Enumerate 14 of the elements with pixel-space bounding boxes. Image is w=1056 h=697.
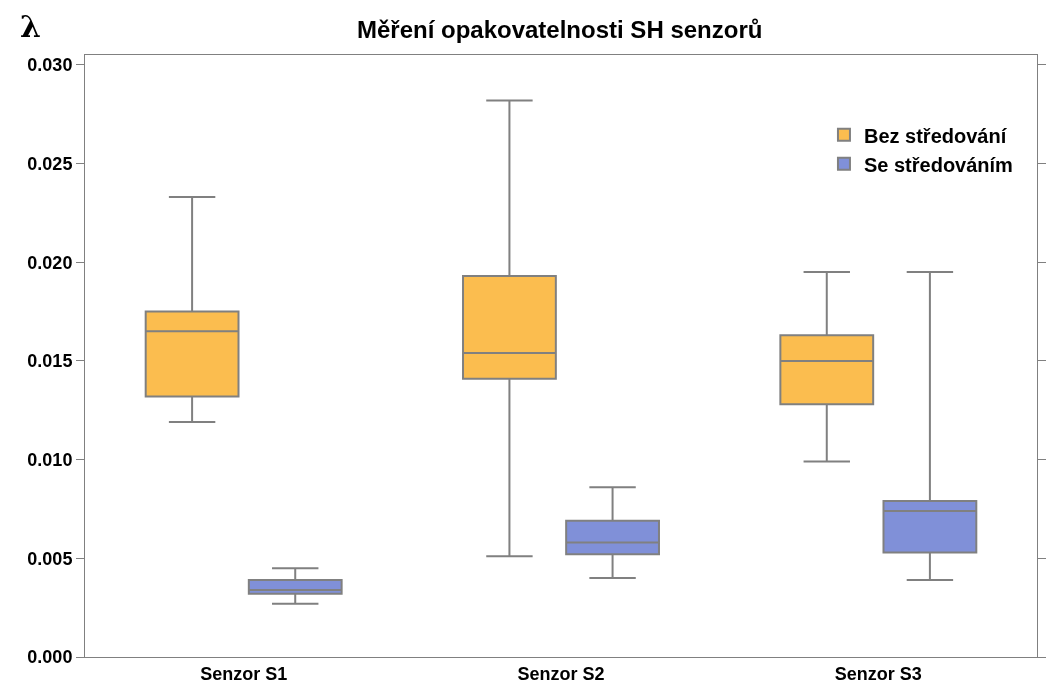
y-tick-label: 0.020	[27, 252, 73, 273]
x-tick-label: Senzor S3	[834, 663, 922, 684]
y-tick-label: 0.005	[27, 548, 73, 569]
y-tick-label: 0.000	[27, 647, 73, 668]
y-tick-label: 0.025	[27, 153, 73, 174]
chart-title: Měření opakovatelnosti SH senzorů	[356, 15, 763, 43]
legend-label: Se středováním	[863, 153, 1013, 176]
y-axis-title: λ	[20, 9, 42, 44]
x-tick-label: Senzor S1	[200, 663, 288, 684]
x-tick-label: Senzor S2	[517, 663, 605, 684]
legend-label: Bez středování	[863, 124, 1008, 147]
y-tick-label: 0.030	[27, 55, 73, 76]
y-tick-label: 0.010	[27, 449, 73, 470]
y-tick-label: 0.015	[27, 351, 73, 372]
